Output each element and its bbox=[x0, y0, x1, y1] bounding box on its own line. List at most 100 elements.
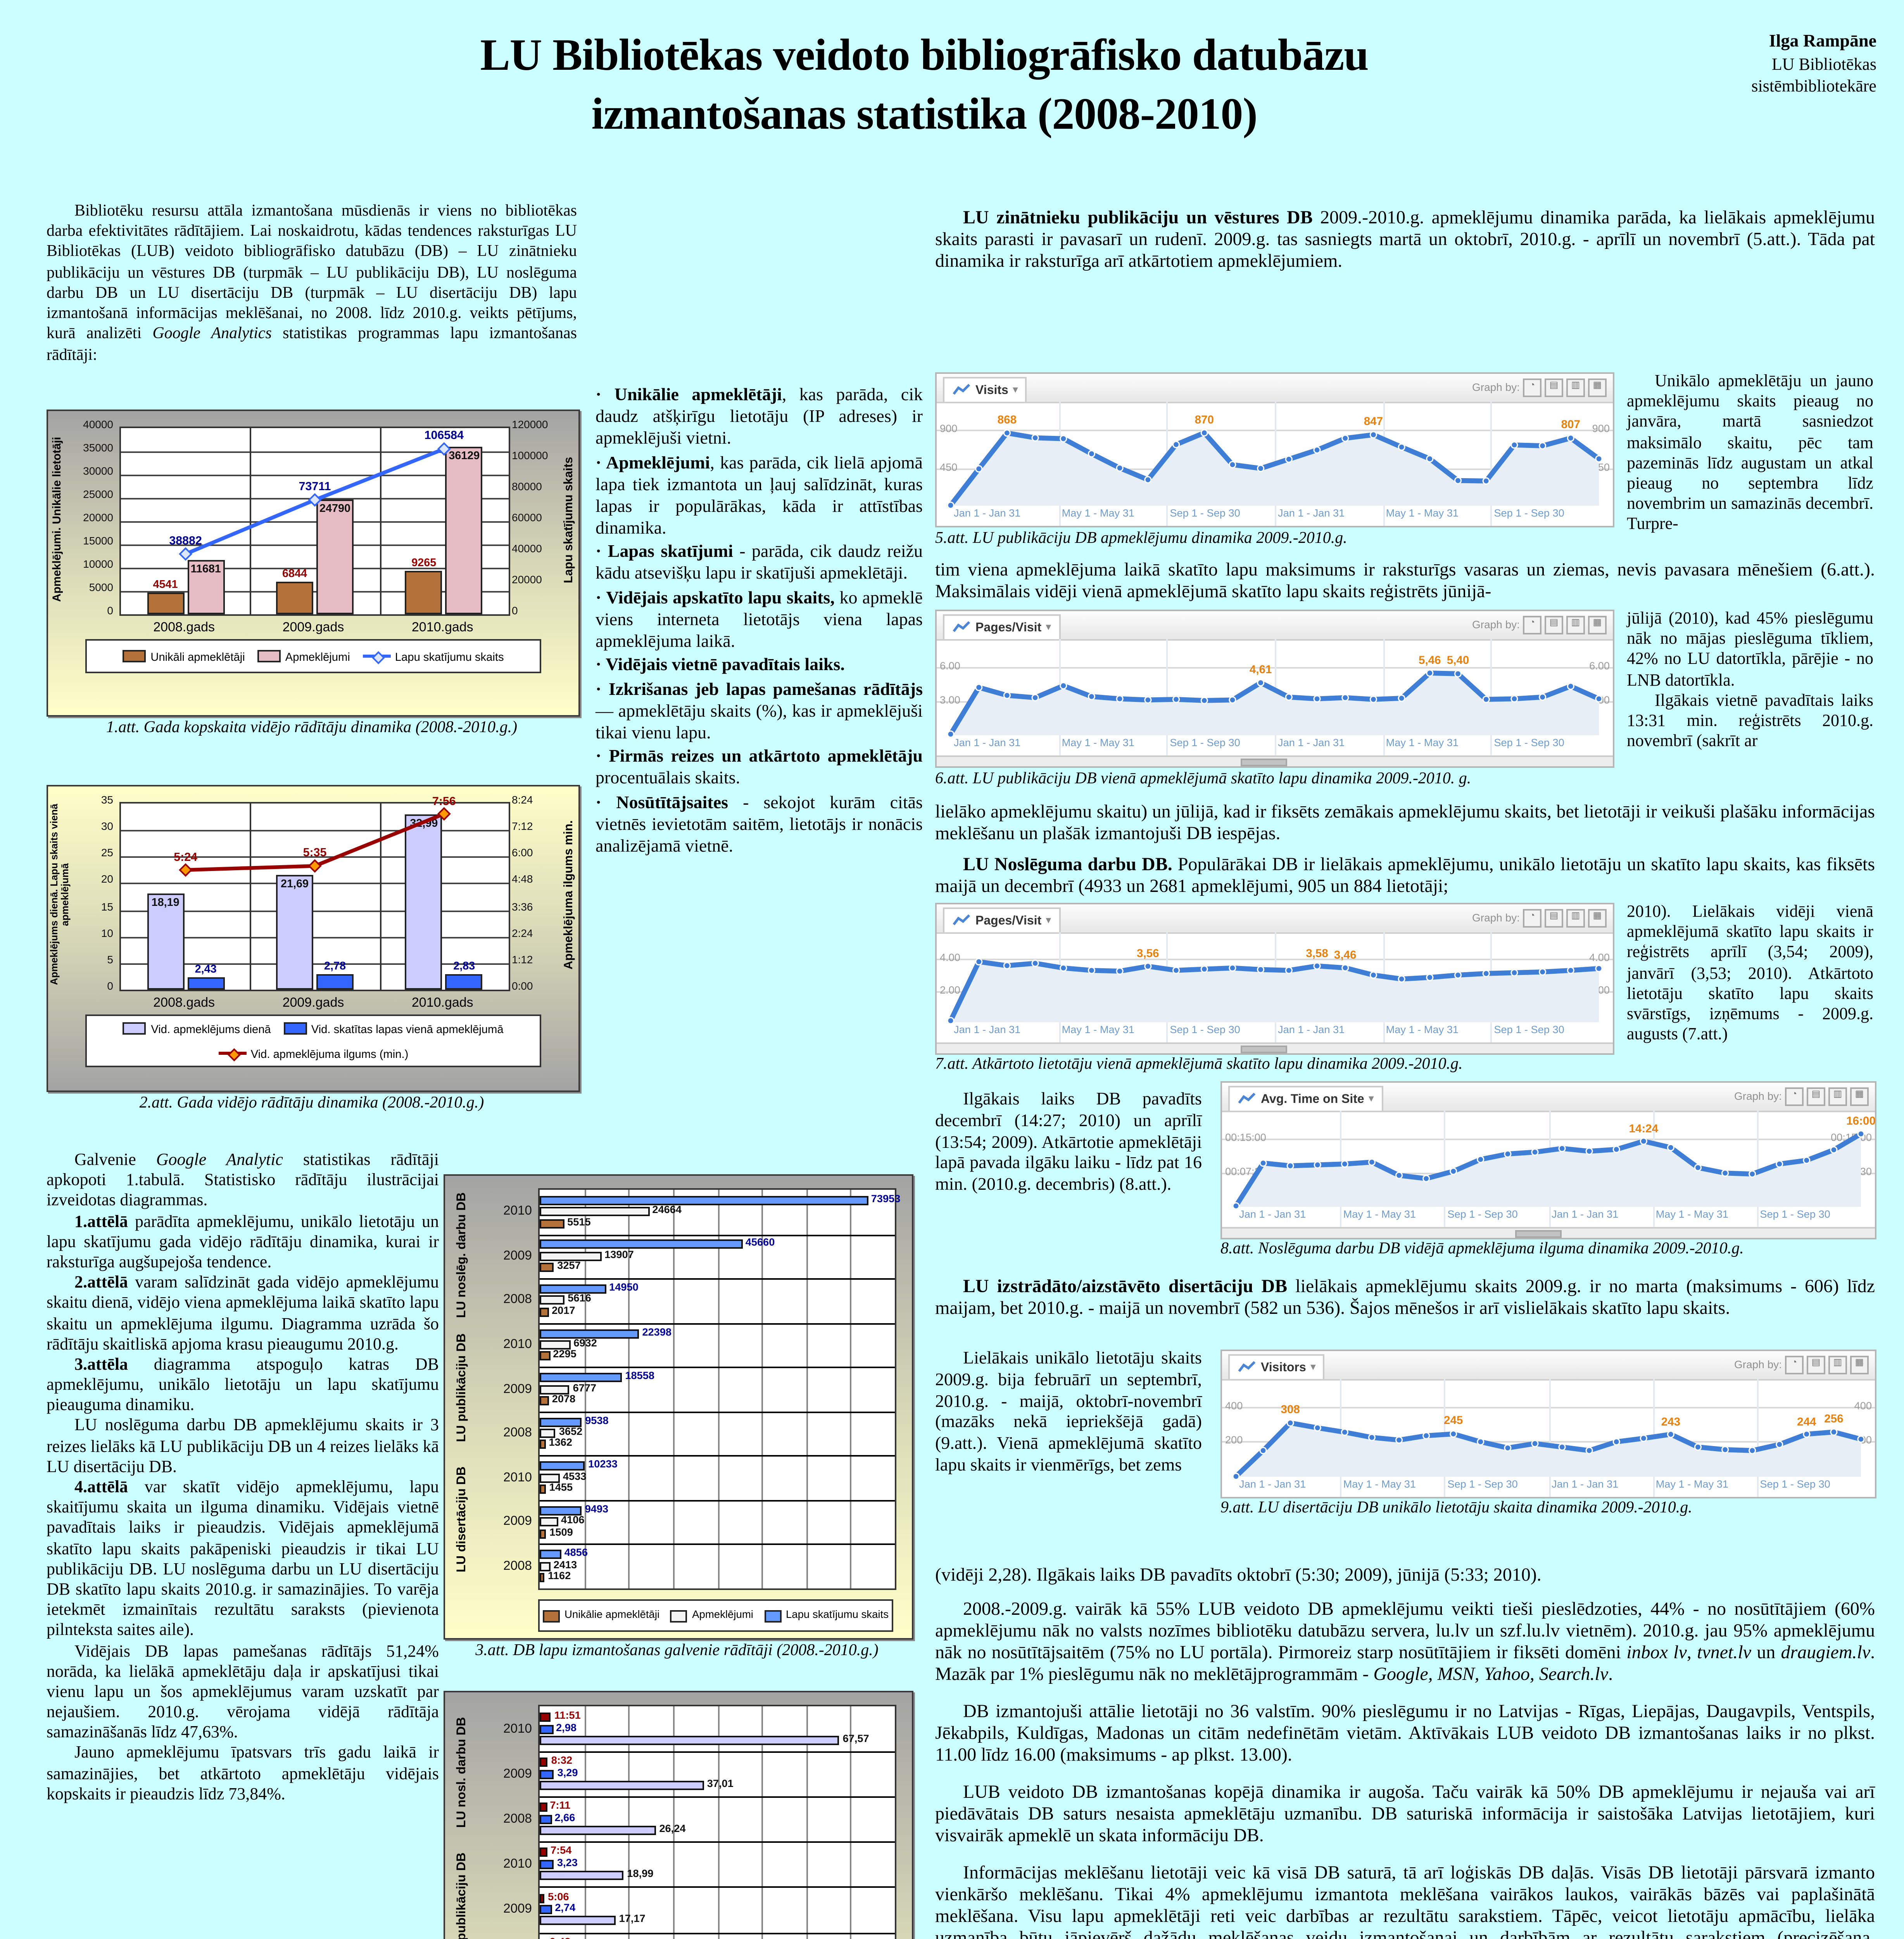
db-group-label: LU publikāciju DB bbox=[454, 1853, 468, 1939]
grid-label-left: 450 bbox=[940, 462, 958, 474]
ga-graph-by-button-3[interactable]: ▥ bbox=[1828, 1087, 1847, 1106]
x-axis-label: May 1 - May 31 bbox=[1386, 1025, 1459, 1036]
paragraph: Lielākais unikālo lietotāju skaits 2009.… bbox=[935, 1350, 1202, 1478]
ga-graph-by-button-3[interactable]: ▥ bbox=[1828, 1356, 1847, 1374]
text-segment: diagramma atspoguļo katras DB apmeklējum… bbox=[47, 1355, 439, 1415]
y-axis-tick-right: 2:24 bbox=[512, 928, 533, 940]
bullet-dot: · bbox=[596, 680, 609, 699]
month-separator bbox=[1548, 1379, 1550, 1497]
paragraph: 4.attēlā var skatīt vidējo apmeklējumu, … bbox=[47, 1478, 439, 1642]
ga-graph-by-button-4[interactable]: ▦ bbox=[1588, 378, 1607, 397]
hbar-value-label: 2078 bbox=[552, 1394, 576, 1405]
ga-scrollbar-handle[interactable] bbox=[1241, 759, 1288, 766]
bar-value-label: 36129 bbox=[449, 448, 480, 462]
row-separator bbox=[540, 1322, 895, 1324]
ga-metric-label: Pages/Visit bbox=[975, 914, 1042, 928]
ga-graph-by-button-4[interactable]: ▦ bbox=[1588, 909, 1607, 928]
grid-label-right: 900 bbox=[1592, 425, 1610, 436]
hbar-value-label: 3257 bbox=[557, 1261, 581, 1272]
ga-scrollbar-handle[interactable] bbox=[1516, 1230, 1562, 1238]
bullet-lead: Vidējais vietnē pavadītais laiks. bbox=[606, 656, 845, 675]
legend-line-marker bbox=[371, 651, 385, 664]
grid-label-right: 400 bbox=[1854, 1401, 1872, 1412]
hbar-value-label: 3652 bbox=[559, 1427, 583, 1438]
row-separator bbox=[540, 1411, 895, 1413]
ga-scrollbar[interactable] bbox=[937, 1042, 1613, 1053]
author-block: Ilga Rampāne LU Bibliotēkas sistēmbiblio… bbox=[1532, 31, 1876, 99]
bar-series2 bbox=[187, 560, 224, 614]
ga-graph-by-button-4[interactable]: ▦ bbox=[1850, 1356, 1869, 1374]
ga-graph-by-button-2[interactable]: ▤ bbox=[1807, 1087, 1825, 1106]
bar-series2 bbox=[445, 446, 483, 614]
ga-graph-by-button-3[interactable]: ▥ bbox=[1566, 616, 1585, 634]
ga-metric-tab[interactable]: Avg. Time on Site ▾ bbox=[1228, 1086, 1383, 1111]
ga-scrollbar[interactable] bbox=[1222, 1227, 1875, 1238]
ga-metric-tab[interactable]: Visitors ▾ bbox=[1228, 1354, 1325, 1379]
text-segment: Ilgākais vietnē pavadītais laiks 13:31 m… bbox=[1627, 691, 1873, 751]
gridline bbox=[121, 830, 509, 832]
text-segment: statistikas programmas lapu izmantošanas… bbox=[47, 326, 577, 364]
ga-graph-by-button-2[interactable]: ▤ bbox=[1545, 909, 1563, 928]
paragraph: Ilgākais vietnē pavadītais laiks 13:31 m… bbox=[1627, 691, 1873, 753]
hbar-value-label: 13907 bbox=[604, 1250, 634, 1261]
ga-graph-by-button-1[interactable]: ◔ bbox=[1785, 1087, 1804, 1106]
ga-metric-tab[interactable]: Pages/Visit ▾ bbox=[943, 907, 1060, 932]
y-axis-year-label: 2008 bbox=[503, 1424, 532, 1440]
legend-swatch bbox=[123, 1022, 147, 1035]
ga-graph-by-button-2[interactable]: ▤ bbox=[1545, 616, 1563, 634]
ga-scrollbar[interactable] bbox=[937, 755, 1613, 766]
legend-label: Vid. apmeklējums dienā bbox=[151, 1021, 271, 1035]
ga-metric-tab[interactable]: Pages/Visit ▾ bbox=[943, 614, 1060, 639]
category-separator bbox=[379, 428, 381, 614]
ga-graph-by-button-1[interactable]: ◔ bbox=[1523, 378, 1541, 397]
figure-9-caption: 9.att. LU disertāciju DB unikālo lietotā… bbox=[1220, 1500, 1692, 1517]
text-segment: LU Noslēguma darbu DB. bbox=[963, 853, 1172, 875]
legend-label: Vid. apmeklējuma ilgums (min.) bbox=[250, 1046, 409, 1060]
ga-graph-by-button-1[interactable]: ◔ bbox=[1523, 616, 1541, 634]
text-segment: , bbox=[1686, 1641, 1697, 1663]
ga-data-label: 308 bbox=[1281, 1403, 1300, 1417]
x-axis-label: Jan 1 - Jan 31 bbox=[1239, 1480, 1306, 1491]
hbar-value-label: 2,98 bbox=[556, 1723, 577, 1734]
ga-graph-by: Graph by: ◔ ▤ ▥ ▦ bbox=[1734, 1356, 1869, 1374]
figure-8-caption: 8.att. Noslēguma darbu DB vidējā apmeklē… bbox=[1220, 1241, 1744, 1258]
category-separator bbox=[379, 804, 381, 990]
gridline bbox=[806, 1706, 808, 1939]
x-axis-label: May 1 - May 31 bbox=[1062, 509, 1134, 520]
figure-4-chart: 11:51 2,98 67,57 8:32 3,29 37,01 7:11 2,66 26,24… bbox=[444, 1691, 913, 1939]
text-segment: tim viena apmeklējuma laikā skatīto lapu… bbox=[935, 558, 1875, 602]
right-paragraph-2: tim viena apmeklējuma laikā skatīto lapu… bbox=[935, 558, 1875, 602]
y-axis-tick-right: 8:24 bbox=[512, 796, 533, 807]
ga-graph-by-button-1[interactable]: ◔ bbox=[1785, 1356, 1804, 1374]
gridline bbox=[761, 1190, 763, 1588]
text-segment: varam salīdzināt gada vidējo apmeklējumu… bbox=[47, 1274, 439, 1354]
y-axis-tick-left: 15000 bbox=[83, 537, 113, 548]
x-axis-label: Sep 1 - Sep 30 bbox=[1170, 509, 1240, 520]
gridline bbox=[673, 1706, 675, 1939]
hbar-value-label: 1162 bbox=[548, 1571, 571, 1583]
author-role: sistēmbibliotekāre bbox=[1751, 78, 1876, 97]
ga-graph-by-button-2[interactable]: ▤ bbox=[1545, 378, 1563, 397]
ga-graph-by-button-3[interactable]: ▥ bbox=[1566, 378, 1585, 397]
legend-item: Unikālie apmeklētāji bbox=[543, 1609, 659, 1622]
legend-swatch bbox=[123, 650, 146, 662]
ga-metric-tab[interactable]: Visits ▾ bbox=[943, 377, 1027, 402]
ga-graph-by-button-2[interactable]: ▤ bbox=[1807, 1356, 1825, 1374]
ga-scrollbar-handle[interactable] bbox=[1241, 1046, 1288, 1053]
ga-metric-label: Pages/Visit bbox=[975, 620, 1042, 634]
hbar-segment bbox=[540, 1517, 558, 1527]
bullet-item: · Vidējais apskatīto lapu skaits, ko apm… bbox=[596, 588, 923, 653]
caret-down-icon: ▾ bbox=[1046, 917, 1051, 926]
side-paragraph-2: jūlijā (2010), kad 45% pieslēgumu nāk no… bbox=[1627, 610, 1873, 753]
bar-series1 bbox=[405, 814, 443, 990]
legend-swatch bbox=[257, 650, 281, 662]
ga-graph-by-button-4[interactable]: ▦ bbox=[1850, 1087, 1869, 1106]
ga-graph-by-button-3[interactable]: ▥ bbox=[1566, 909, 1585, 928]
hbar-value-label: 11:51 bbox=[554, 1711, 581, 1722]
ga-graph-by-button-1[interactable]: ◔ bbox=[1523, 909, 1541, 928]
hbar-value-label: 18558 bbox=[625, 1371, 655, 1383]
hbar-segment bbox=[540, 1461, 585, 1471]
ga-graph-by-button-4[interactable]: ▦ bbox=[1588, 616, 1607, 634]
hbar-value-label: 4106 bbox=[561, 1516, 585, 1527]
hbar-value-label: 2,74 bbox=[555, 1903, 576, 1914]
